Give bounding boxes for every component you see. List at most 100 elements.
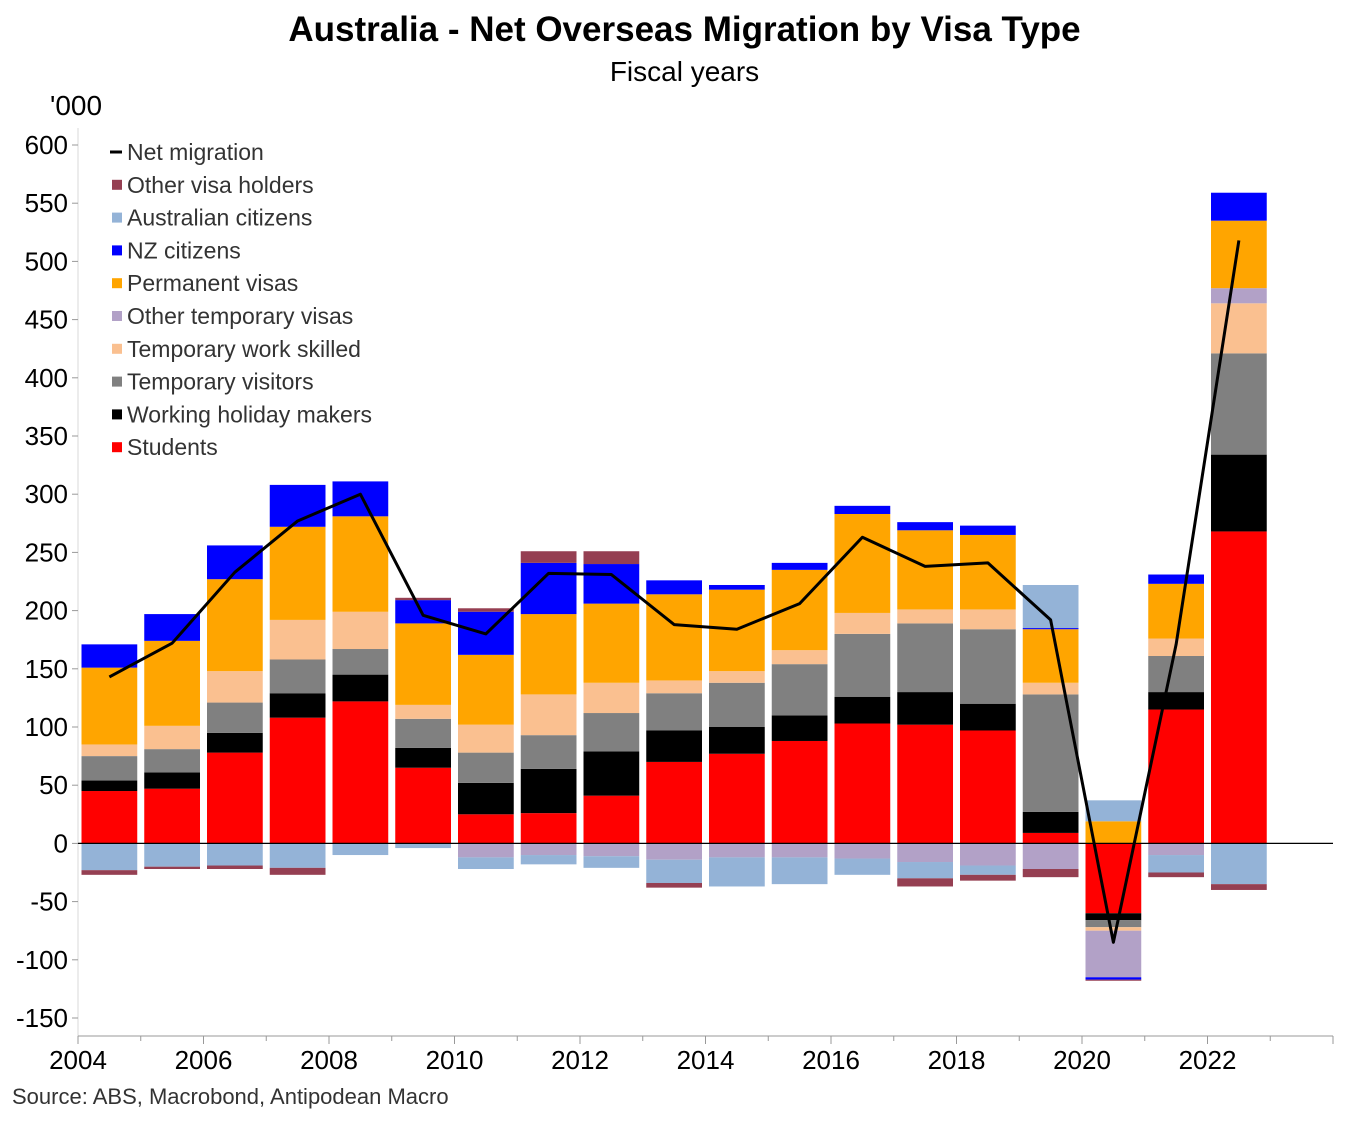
bar-segment-australian-citizens-2022: [1148, 855, 1204, 873]
x-tick-label: 2022: [1179, 1045, 1237, 1075]
bar-segment-other-temporary-visas-2013: [583, 843, 640, 857]
bar-segment-australian-citizens-2016: [771, 857, 828, 885]
bar-segment-students-2019: [960, 730, 1016, 844]
bar-segment-other-visa-holders-2011: [458, 608, 514, 612]
bar-segment-students-2009: [332, 701, 389, 844]
bar-segment-other-temporary-visas-2023: [1211, 288, 1267, 304]
bar-segment-temporary-visitors-2012: [520, 735, 577, 769]
bar-segment-working-holiday-makers-2012: [520, 768, 577, 814]
bar-segment-temporary-visitors-2005: [81, 756, 138, 781]
bar-segment-working-holiday-makers-2007: [207, 732, 263, 753]
bar-segment-temporary-visitors-2011: [458, 752, 514, 783]
bar-segment-australian-citizens-2015: [709, 857, 765, 887]
bar-segment-temporary-work-skilled-2008: [269, 619, 326, 660]
bar-segment-working-holiday-makers-2023: [1211, 454, 1267, 532]
y-tick-label: 100: [25, 712, 68, 742]
bar-segment-temporary-work-skilled-2005: [81, 744, 138, 757]
bar-segment-students-2020: [1022, 832, 1079, 844]
bar-segment-students-2016: [771, 740, 828, 844]
bar-segment-temporary-work-skilled-2011: [458, 724, 514, 753]
legend-label-other-visa-holders: Other visa holders: [127, 172, 314, 198]
bar-segment-other-visa-holders-2023: [1211, 884, 1267, 890]
bar-segment-temporary-work-skilled-2014: [646, 680, 702, 694]
x-tick-label: 2010: [426, 1045, 484, 1075]
y-tick-label: 300: [25, 479, 68, 509]
bar-segment-students-2012: [520, 813, 577, 844]
bar-segment-other-temporary-visas-2020: [1022, 843, 1079, 870]
bar-segment-temporary-visitors-2022: [1148, 656, 1204, 693]
bar-segment-permanent-visas-2006: [144, 640, 200, 726]
x-tick-label: 2014: [677, 1045, 735, 1075]
bar-segment-permanent-visas-2013: [583, 603, 640, 683]
bar-segment-other-temporary-visas-2011: [458, 843, 514, 858]
legend-label-net-migration: Net migration: [127, 139, 264, 165]
bar-segment-temporary-visitors-2009: [332, 649, 389, 675]
bar-segment-permanent-visas-2010: [395, 623, 451, 705]
bar-segment-temporary-work-skilled-2020: [1022, 682, 1079, 695]
bar-segment-temporary-work-skilled-2018: [897, 609, 953, 624]
bar-segment-permanent-visas-2008: [269, 526, 326, 620]
bar-segment-temporary-visitors-2019: [960, 629, 1016, 704]
y-tick-label: 450: [25, 305, 68, 335]
bar-segment-nz-citizens-2022: [1148, 574, 1204, 584]
bar-segment-other-visa-holders-2013: [583, 551, 640, 565]
bar-segment-other-visa-holders-2018: [897, 878, 953, 887]
legend-swatch-nz-citizens: [112, 245, 122, 256]
net-migration-line-group: [108, 240, 1241, 944]
x-tick-label: 2008: [300, 1045, 358, 1075]
bar-segment-other-visa-holders-2005: [81, 870, 138, 875]
legend-label-temporary-visitors: Temporary visitors: [127, 369, 314, 395]
bar-segment-nz-citizens-2021: [1085, 977, 1142, 980]
bar-segment-working-holiday-makers-2017: [834, 696, 891, 724]
bar-segment-temporary-work-skilled-2010: [395, 704, 451, 719]
bar-segment-permanent-visas-2012: [520, 614, 577, 695]
bar-segment-students-2011: [458, 814, 514, 844]
legend-label-temporary-work-skilled: Temporary work skilled: [127, 336, 361, 362]
bar-segment-nz-citizens-2018: [897, 522, 953, 531]
bar-segment-working-holiday-makers-2010: [395, 747, 451, 768]
bar-segment-other-temporary-visas-2016: [771, 843, 828, 858]
legend-swatch-working-holiday-makers: [112, 409, 122, 420]
bar-segment-australian-citizens-2009: [332, 843, 389, 856]
bar-segment-students-2010: [395, 767, 451, 844]
legend: Net migration Other visa holders Australia…: [110, 139, 372, 460]
bar-segment-australian-citizens-2011: [458, 857, 514, 870]
bar-segment-nz-citizens-2020: [1022, 628, 1079, 630]
bar-segment-temporary-visitors-2020: [1022, 694, 1079, 812]
bar-segment-students-2005: [81, 791, 138, 844]
y-tick-label: 200: [25, 596, 68, 626]
bar-segment-temporary-visitors-2006: [144, 749, 200, 773]
legend-swatch-australian-citizens: [112, 212, 122, 223]
bar-segment-australian-citizens-2005: [81, 843, 138, 871]
bar-segment-nz-citizens-2006: [144, 614, 200, 641]
bar-segment-students-2022: [1148, 709, 1204, 844]
y-tick-label: -50: [30, 887, 68, 917]
x-tick-label: 2016: [802, 1045, 860, 1075]
bar-segment-nz-citizens-2005: [81, 644, 138, 668]
bar-segment-students-2017: [834, 723, 891, 844]
bar-segment-other-visa-holders-2020: [1022, 869, 1079, 878]
bar-segment-other-temporary-visas-2018: [897, 843, 953, 863]
bar-segment-temporary-visitors-2008: [269, 659, 326, 694]
bar-segment-australian-citizens-2012: [520, 855, 577, 865]
bar-segment-permanent-visas-2017: [834, 513, 891, 613]
bar-segment-temporary-work-skilled-2013: [583, 682, 640, 714]
bar-segment-students-2014: [646, 761, 702, 844]
legend-label-australian-citizens: Australian citizens: [127, 205, 312, 231]
bar-segment-australian-citizens-2008: [269, 843, 326, 868]
bar-segment-working-holiday-makers-2015: [709, 727, 765, 754]
bar-segment-other-visa-holders-2007: [207, 865, 263, 870]
x-tick-label: 2006: [175, 1045, 233, 1075]
bar-segment-students-2006: [144, 788, 200, 844]
bar-segment-australian-citizens-2021: [1085, 800, 1142, 822]
bar-segment-temporary-visitors-2015: [709, 682, 765, 727]
legend-label-permanent-visas: Permanent visas: [127, 270, 298, 296]
bar-segment-temporary-work-skilled-2023: [1211, 303, 1267, 354]
bar-segment-temporary-visitors-2016: [771, 664, 828, 716]
bar-segment-temporary-visitors-2007: [207, 702, 263, 733]
bar-segment-australian-citizens-2014: [646, 859, 702, 883]
bar-segment-permanent-visas-2021: [1085, 821, 1142, 844]
bar-segment-working-holiday-makers-2006: [144, 772, 200, 789]
bar-segment-australian-citizens-2010: [395, 843, 451, 849]
